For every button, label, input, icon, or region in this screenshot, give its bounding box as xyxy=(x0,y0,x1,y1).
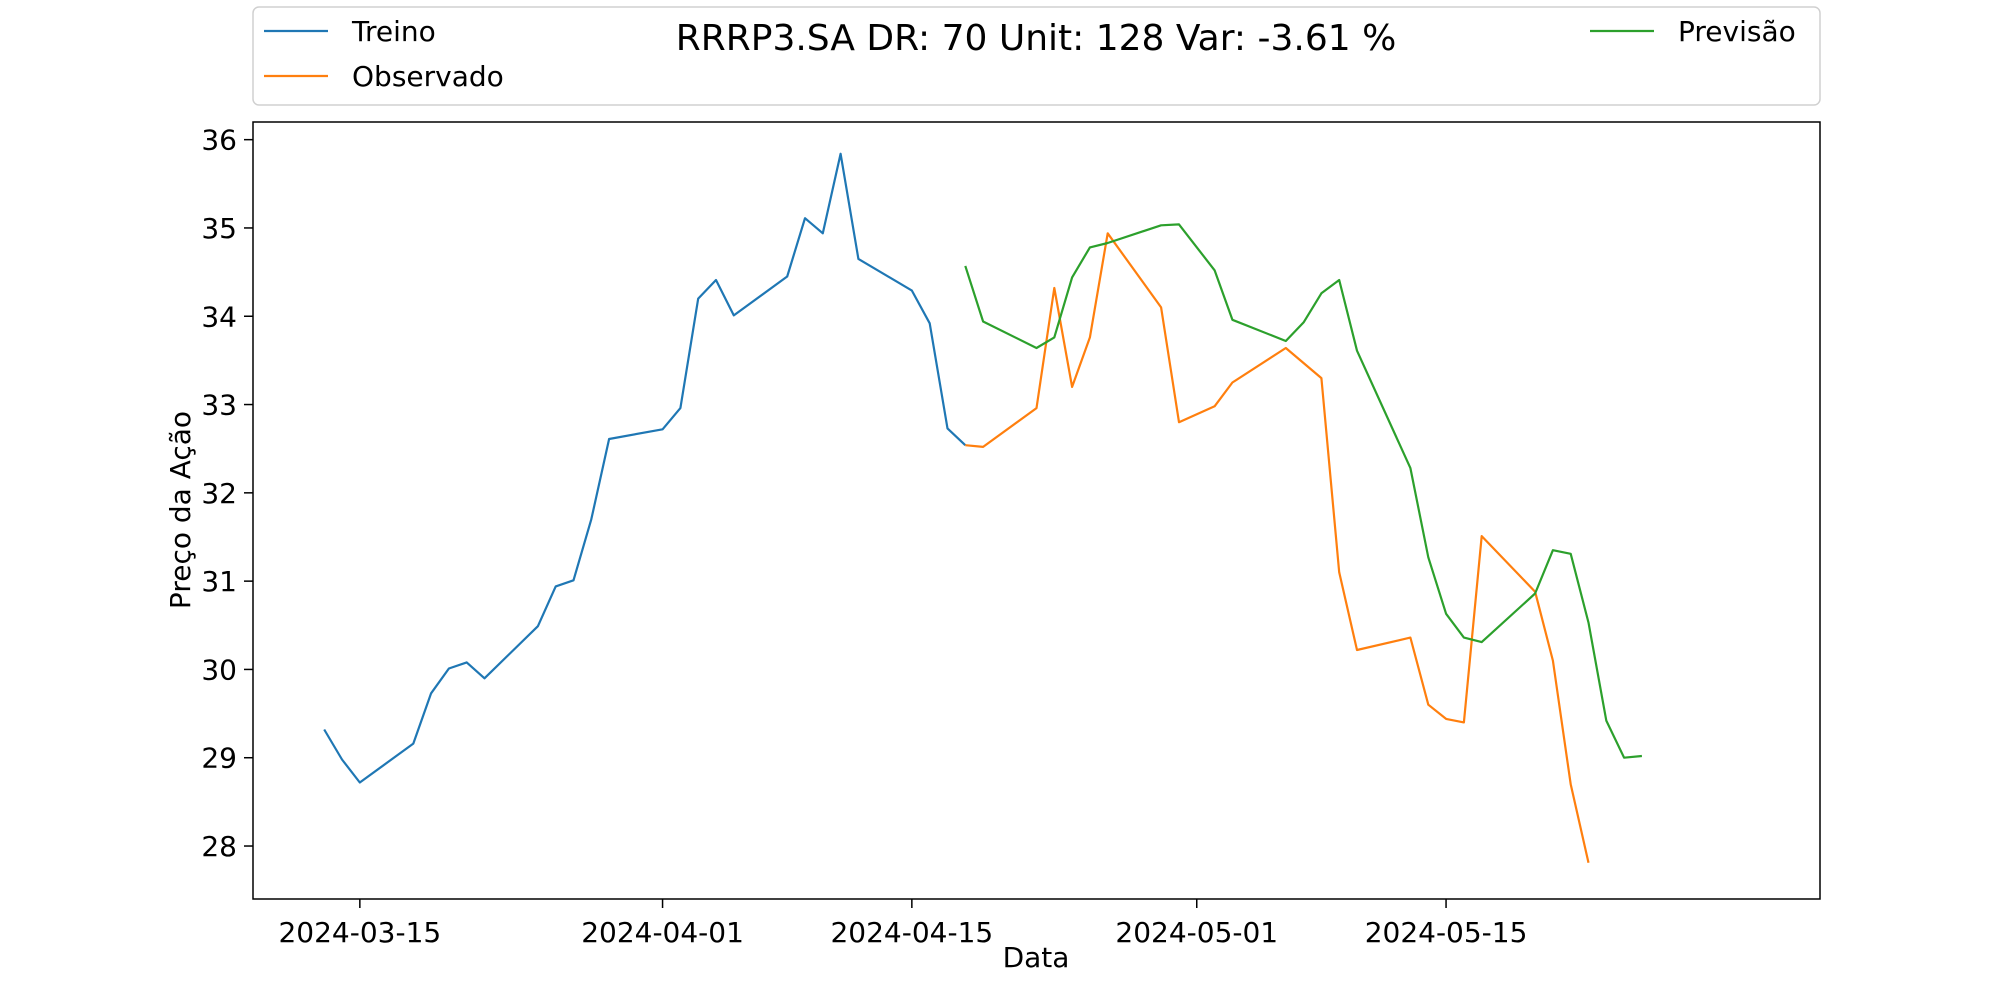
y-tick-label: 31 xyxy=(201,565,237,598)
series-lines xyxy=(323,152,1643,864)
x-tick-label: 2024-04-01 xyxy=(581,916,744,949)
y-tick-label: 28 xyxy=(201,830,237,863)
x-axis-ticks: 2024-03-15 2024-04-01 2024-04-15 2024-05-01… xyxy=(278,899,1527,949)
plot-area: 2024-03-15 2024-04-01 2024-04-15 2024-05-01… xyxy=(201,121,1821,949)
x-tick-label: 2024-04-15 xyxy=(830,916,993,949)
x-tick-label: 2024-05-15 xyxy=(1365,916,1528,949)
y-tick-label: 30 xyxy=(201,653,237,686)
chart-title: RRRP3.SA DR: 70 Unit: 128 Var: -3.61 % xyxy=(676,18,1397,59)
legend-frame xyxy=(252,6,1821,106)
legend: Treino Observado Previsão xyxy=(252,6,1821,106)
plot-frame xyxy=(252,121,1821,900)
y-tick-label: 32 xyxy=(201,477,237,510)
x-tick-label: 2024-03-15 xyxy=(278,916,441,949)
y-tick-label: 33 xyxy=(201,389,237,422)
legend-label-observado: Observado xyxy=(352,60,504,93)
legend-label-previsao: Previsão xyxy=(1678,15,1796,48)
series-line-treino xyxy=(323,152,967,784)
y-tick-label: 29 xyxy=(201,742,237,775)
series-line-observado xyxy=(965,232,1590,864)
legend-label-treino: Treino xyxy=(351,15,436,48)
y-tick-label: 35 xyxy=(201,212,237,245)
y-tick-label: 34 xyxy=(201,300,237,333)
y-axis-ticks: 28 29 30 31 32 33 34 35 36 xyxy=(201,124,253,863)
x-tick-label: 2024-05-01 xyxy=(1115,916,1278,949)
y-axis-label: Preço da Ação xyxy=(164,411,197,609)
y-tick-label: 36 xyxy=(201,124,237,157)
x-axis-label: Data xyxy=(1003,941,1070,974)
series-line-previsao xyxy=(964,223,1643,759)
